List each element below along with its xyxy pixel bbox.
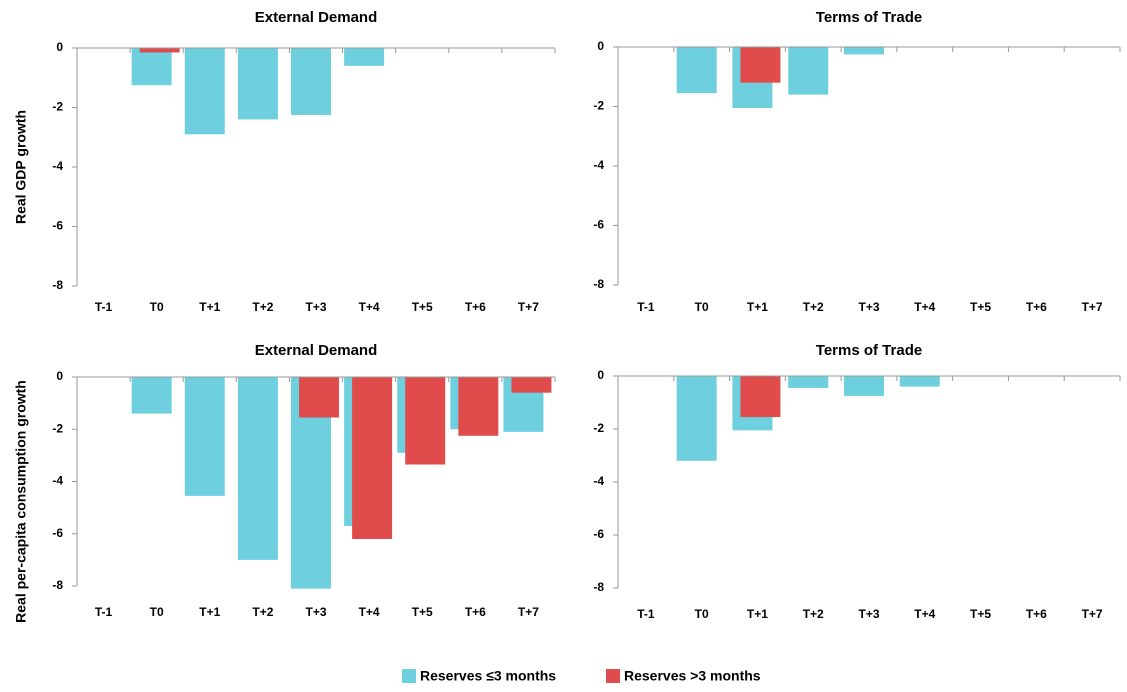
- y-tick-label: -8: [52, 278, 63, 292]
- y-tick-label: -6: [593, 527, 604, 541]
- y-tick-label: 0: [597, 368, 604, 382]
- y-tick-label: -6: [52, 526, 63, 540]
- bar: [458, 377, 499, 436]
- x-tick-label: T+7: [1082, 607, 1103, 621]
- y-tick-label: 0: [56, 40, 63, 54]
- y-tick-label: 0: [597, 39, 604, 53]
- x-tick-label: T+2: [803, 300, 824, 314]
- x-tick-label: T0: [150, 300, 164, 314]
- x-tick-label: T0: [150, 605, 164, 619]
- bar: [237, 377, 278, 560]
- legend-swatch: [606, 669, 620, 683]
- x-tick-label: T+4: [359, 605, 380, 619]
- y-tick-label: -2: [593, 421, 604, 435]
- y-axis-label: Real per-capita consumption growth: [13, 380, 29, 623]
- chart-title: Terms of Trade: [816, 9, 922, 26]
- y-tick-label: -8: [593, 580, 604, 594]
- bar: [139, 48, 180, 53]
- x-tick-label: T+2: [803, 607, 824, 621]
- x-tick-label: T+5: [970, 607, 991, 621]
- chart-title: External Demand: [255, 9, 378, 26]
- y-tick-label: -6: [52, 219, 63, 233]
- x-tick-label: T+2: [252, 605, 273, 619]
- bar: [676, 376, 717, 461]
- y-tick-label: 0: [56, 369, 63, 383]
- bar: [788, 47, 829, 95]
- bar: [788, 376, 829, 388]
- x-tick-label: T+6: [1026, 300, 1047, 314]
- x-tick-label: T+4: [914, 607, 935, 621]
- bar: [131, 377, 172, 414]
- y-tick-label: -8: [52, 578, 63, 592]
- bar: [740, 47, 781, 83]
- x-tick-label: T+4: [914, 300, 935, 314]
- y-tick-label: -4: [593, 474, 604, 488]
- y-tick-label: -4: [52, 474, 63, 488]
- bar: [511, 377, 552, 393]
- y-tick-label: -8: [593, 277, 604, 291]
- y-tick-label: -2: [593, 99, 604, 113]
- x-tick-label: T-1: [95, 605, 113, 619]
- x-tick-label: T+5: [412, 300, 433, 314]
- bar: [405, 377, 446, 465]
- x-tick-label: T+7: [1082, 300, 1103, 314]
- x-tick-label: T+7: [518, 605, 539, 619]
- x-tick-label: T+6: [465, 605, 486, 619]
- chart-title: Terms of Trade: [816, 342, 922, 359]
- x-tick-label: T-1: [637, 607, 655, 621]
- x-tick-label: T+3: [305, 300, 326, 314]
- x-tick-label: T+4: [359, 300, 380, 314]
- x-tick-label: T+3: [305, 605, 326, 619]
- x-tick-label: T+1: [199, 300, 220, 314]
- bar: [131, 48, 172, 86]
- bar: [184, 48, 225, 135]
- bar: [344, 48, 385, 66]
- chart-title: External Demand: [255, 342, 378, 359]
- x-tick-label: T+1: [199, 605, 220, 619]
- bar: [352, 377, 393, 539]
- legend-swatch: [402, 669, 416, 683]
- x-tick-label: T+1: [747, 300, 768, 314]
- bar: [844, 47, 884, 55]
- x-tick-label: T0: [695, 607, 709, 621]
- bar: [299, 377, 339, 418]
- x-tick-label: T+3: [858, 607, 879, 621]
- x-tick-label: T+5: [970, 300, 991, 314]
- y-tick-label: -4: [593, 158, 604, 172]
- y-tick-label: -2: [52, 421, 63, 435]
- bar: [899, 376, 940, 387]
- y-axis-label: Real GDP growth: [13, 110, 29, 224]
- y-tick-label: -6: [593, 218, 604, 232]
- x-tick-label: T-1: [637, 300, 655, 314]
- bar: [676, 47, 717, 94]
- y-tick-label: -2: [52, 100, 63, 114]
- x-tick-label: T+6: [465, 300, 486, 314]
- bar: [740, 376, 781, 418]
- x-tick-label: T+7: [518, 300, 539, 314]
- x-tick-label: T0: [695, 300, 709, 314]
- bar: [184, 377, 225, 496]
- legend-label: Reserves >3 months: [624, 668, 761, 684]
- bar: [291, 48, 331, 115]
- x-tick-label: T+2: [252, 300, 273, 314]
- x-tick-label: T-1: [95, 300, 113, 314]
- x-tick-label: T+3: [858, 300, 879, 314]
- x-tick-label: T+1: [747, 607, 768, 621]
- bar: [237, 48, 278, 120]
- x-tick-label: T+5: [412, 605, 433, 619]
- x-tick-label: T+6: [1026, 607, 1047, 621]
- bar: [844, 376, 884, 396]
- legend-label: Reserves ≤3 months: [420, 668, 556, 684]
- y-tick-label: -4: [52, 159, 63, 173]
